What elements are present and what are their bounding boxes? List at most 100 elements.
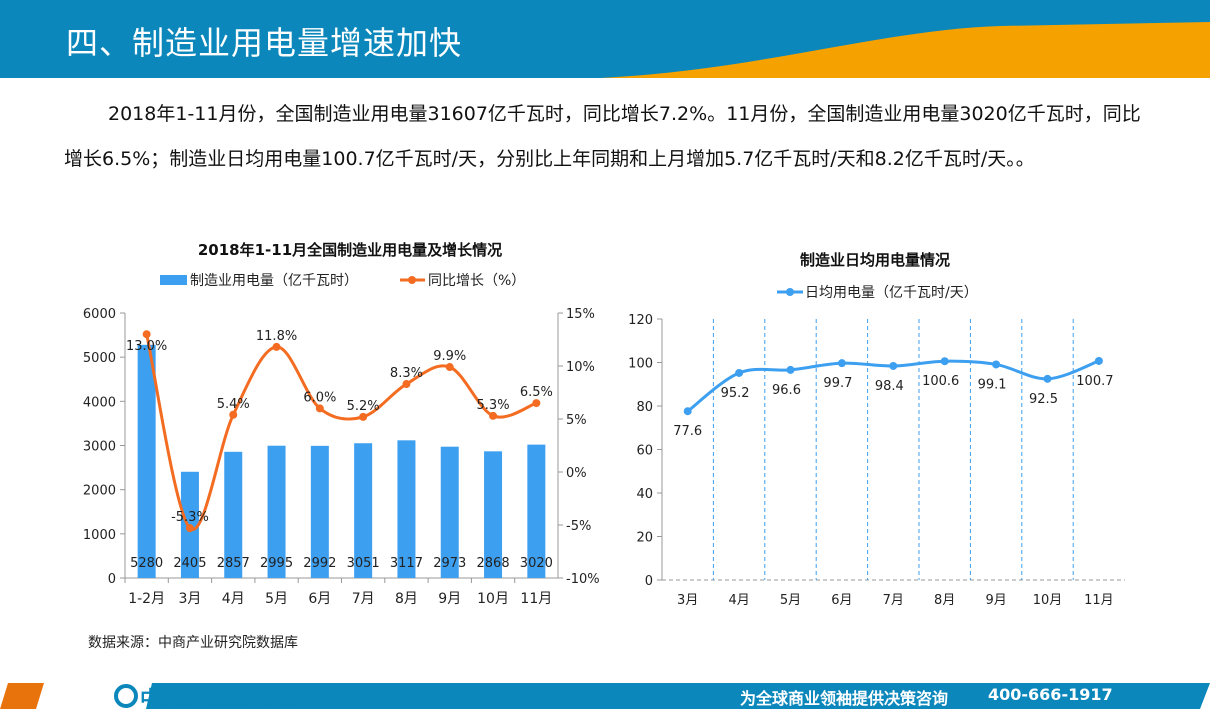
bar-label: 2992: [303, 556, 336, 571]
left-tick-label: 1000: [83, 528, 116, 543]
daily-label: 99.1: [978, 377, 1007, 392]
daily-label: 77.6: [673, 424, 702, 439]
left-tick-label: 2000: [83, 484, 116, 499]
daily-label: 95.2: [721, 386, 750, 401]
legend-marker: [786, 288, 794, 296]
y-tick-label: 120: [628, 313, 653, 328]
growth-label: 9.9%: [433, 349, 466, 364]
y-tick-label: 60: [636, 444, 653, 459]
legend-bar-label: 制造业用电量（亿千瓦时）: [190, 273, 358, 289]
bar: [440, 446, 459, 578]
legend-bar-swatch: [160, 275, 187, 285]
x-tick-label: 6月: [308, 591, 331, 607]
growth-label: 5.3%: [477, 398, 510, 413]
bar-label: 3051: [347, 556, 380, 571]
x-tick-label: 1-2月: [128, 591, 165, 607]
y-tick-label: 20: [636, 531, 653, 546]
growth-line: [145, 333, 537, 531]
left-tick-label: 5000: [83, 351, 116, 366]
footer-slogan: 为全球商业领袖提供决策咨询: [740, 689, 949, 708]
bar: [484, 451, 503, 578]
daily-point: [735, 368, 744, 377]
growth-point: [272, 342, 281, 351]
growth-point: [185, 524, 194, 533]
left-tick-label: 6000: [83, 307, 116, 322]
x-tick-label: 10月: [1033, 593, 1063, 608]
growth-point: [445, 363, 454, 372]
y-tick-label: 0: [645, 574, 653, 589]
growth-label: 6.5%: [520, 385, 553, 400]
bar: [310, 445, 329, 578]
left-tick-label: 4000: [83, 395, 116, 410]
growth-label: 5.4%: [217, 397, 250, 412]
growth-label: 11.8%: [256, 329, 297, 344]
daily-label: 98.4: [875, 379, 904, 394]
growth-label: 8.3%: [390, 366, 423, 381]
growth-label: 6.0%: [303, 390, 336, 405]
growth-label: -5.3%: [171, 510, 209, 525]
x-tick-label: 5月: [265, 591, 288, 607]
x-tick-label: 5月: [780, 593, 801, 608]
daily-label: 100.6: [922, 374, 959, 389]
daily-point: [889, 361, 898, 370]
bar-label: 2868: [477, 556, 510, 571]
header-decoration: [600, 22, 1210, 78]
bar: [267, 445, 286, 578]
x-tick-label: 11月: [1084, 593, 1114, 608]
x-tick-label: 8月: [934, 593, 955, 608]
bar: [527, 444, 546, 578]
growth-point: [402, 380, 411, 389]
daily-label: 96.6: [772, 383, 801, 398]
daily-label: 100.7: [1076, 374, 1113, 389]
bar-label: 3117: [390, 556, 423, 571]
footer-phone: 400-666-1917: [988, 685, 1113, 704]
growth-point: [489, 411, 498, 420]
summary-paragraph: 2018年1-11月份，全国制造业用电量31607亿千瓦时，同比增长7.2%。1…: [64, 103, 1141, 170]
daily-point: [837, 359, 846, 368]
growth-point: [359, 412, 368, 421]
footer-logo: 中商产业研究院: [140, 687, 294, 711]
growth-point: [229, 410, 238, 419]
right-tick-label: 10%: [566, 360, 595, 375]
x-tick-label: 3月: [178, 591, 201, 607]
bar-label: 2857: [217, 556, 250, 571]
page-title: 四、制造业用电量增速加快: [66, 24, 463, 62]
growth-point: [142, 330, 151, 339]
daily-point: [992, 360, 1001, 369]
x-tick-label: 9月: [985, 593, 1006, 608]
bar-label: 2405: [173, 556, 206, 571]
bar-label: 2973: [433, 556, 466, 571]
daily-label: 92.5: [1029, 392, 1058, 407]
bar: [354, 443, 373, 578]
x-tick-label: 10月: [477, 591, 509, 607]
bar: [224, 451, 243, 578]
x-tick-label: 7月: [352, 591, 375, 607]
legend-line-marker: [408, 276, 416, 284]
bar-label: 2995: [260, 556, 293, 571]
left-tick-label: 0: [108, 572, 116, 587]
y-tick-label: 40: [636, 487, 653, 502]
bar-label: 5280: [130, 556, 163, 571]
right-tick-label: 5%: [566, 413, 587, 428]
right-tick-label: 15%: [566, 307, 595, 322]
growth-label: 5.2%: [347, 399, 380, 414]
x-tick-label: 8月: [395, 591, 418, 607]
y-tick-label: 100: [628, 357, 653, 372]
x-tick-label: 6月: [831, 593, 852, 608]
x-tick-label: 4月: [728, 593, 749, 608]
legend-label: 日均用电量（亿千瓦时/天）: [805, 285, 978, 301]
growth-point: [315, 404, 324, 413]
daily-point: [940, 357, 949, 366]
daily-point: [786, 365, 795, 374]
x-tick-label: 9月: [438, 591, 461, 607]
daily-label: 99.7: [823, 376, 852, 391]
header-banner: 四、制造业用电量增速加快: [0, 0, 1210, 78]
growth-label: 13.0%: [126, 339, 167, 354]
right-tick-label: -5%: [566, 519, 591, 534]
x-tick-label: 4月: [222, 591, 245, 607]
daily-point: [1043, 374, 1052, 383]
x-tick-label: 7月: [883, 593, 904, 608]
growth-point: [532, 399, 541, 408]
